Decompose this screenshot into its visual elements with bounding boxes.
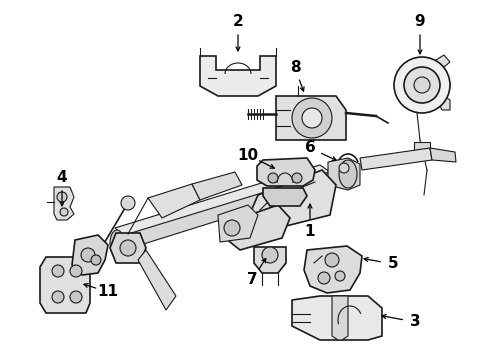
Polygon shape bbox=[360, 148, 432, 170]
Polygon shape bbox=[292, 296, 382, 340]
Circle shape bbox=[52, 265, 64, 277]
Polygon shape bbox=[248, 170, 336, 228]
Circle shape bbox=[414, 77, 430, 93]
Circle shape bbox=[335, 271, 345, 281]
Polygon shape bbox=[438, 92, 450, 110]
Circle shape bbox=[81, 248, 95, 262]
Circle shape bbox=[70, 291, 82, 303]
Polygon shape bbox=[225, 205, 290, 250]
Polygon shape bbox=[263, 188, 307, 206]
Polygon shape bbox=[200, 56, 276, 96]
Circle shape bbox=[318, 272, 330, 284]
Polygon shape bbox=[115, 165, 330, 238]
Text: 2: 2 bbox=[233, 14, 244, 30]
Polygon shape bbox=[254, 247, 286, 273]
Text: 10: 10 bbox=[238, 148, 259, 162]
Polygon shape bbox=[54, 187, 74, 220]
Text: 5: 5 bbox=[388, 256, 398, 271]
Circle shape bbox=[60, 208, 68, 216]
Text: 3: 3 bbox=[410, 315, 420, 329]
Polygon shape bbox=[110, 233, 146, 263]
Circle shape bbox=[224, 220, 240, 236]
Circle shape bbox=[91, 255, 101, 265]
Polygon shape bbox=[430, 148, 456, 162]
Ellipse shape bbox=[339, 160, 357, 188]
Circle shape bbox=[262, 247, 278, 263]
Circle shape bbox=[70, 265, 82, 277]
Text: 11: 11 bbox=[98, 284, 119, 300]
Polygon shape bbox=[138, 250, 176, 310]
Polygon shape bbox=[218, 205, 258, 242]
Polygon shape bbox=[72, 235, 108, 275]
Text: 9: 9 bbox=[415, 14, 425, 30]
Polygon shape bbox=[328, 158, 360, 190]
Polygon shape bbox=[304, 246, 362, 293]
Polygon shape bbox=[332, 296, 348, 340]
Polygon shape bbox=[414, 142, 430, 154]
Circle shape bbox=[292, 98, 332, 138]
Polygon shape bbox=[436, 55, 450, 72]
Polygon shape bbox=[257, 158, 315, 186]
Circle shape bbox=[52, 291, 64, 303]
Circle shape bbox=[325, 253, 339, 267]
Text: 7: 7 bbox=[246, 273, 257, 288]
Polygon shape bbox=[115, 172, 332, 252]
Circle shape bbox=[120, 240, 136, 256]
Circle shape bbox=[302, 108, 322, 128]
Polygon shape bbox=[276, 96, 346, 140]
Circle shape bbox=[292, 173, 302, 183]
Polygon shape bbox=[40, 257, 90, 313]
Text: 1: 1 bbox=[305, 225, 315, 239]
Circle shape bbox=[339, 163, 349, 173]
Text: 6: 6 bbox=[305, 140, 316, 156]
Ellipse shape bbox=[110, 230, 124, 256]
Circle shape bbox=[268, 173, 278, 183]
Text: 4: 4 bbox=[57, 171, 67, 185]
Polygon shape bbox=[192, 172, 242, 200]
Circle shape bbox=[121, 196, 135, 210]
Text: 8: 8 bbox=[290, 60, 300, 76]
Circle shape bbox=[394, 57, 450, 113]
Circle shape bbox=[57, 192, 67, 202]
Polygon shape bbox=[148, 184, 200, 218]
Circle shape bbox=[404, 67, 440, 103]
